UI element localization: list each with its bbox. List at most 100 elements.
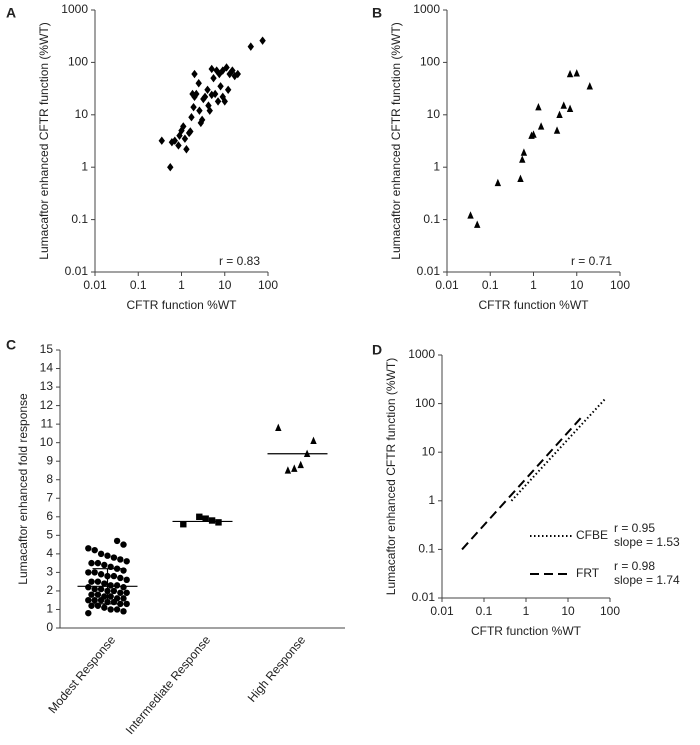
point <box>180 521 187 528</box>
x-tick-label: 10 <box>570 278 584 292</box>
point <box>259 36 266 45</box>
point <box>94 578 102 585</box>
y-tick-label: 13 <box>40 379 54 393</box>
point <box>158 136 165 145</box>
point <box>191 69 198 79</box>
point <box>85 584 92 591</box>
point <box>190 102 197 112</box>
point <box>467 211 474 219</box>
point <box>120 608 127 615</box>
point <box>214 97 222 106</box>
point <box>196 106 203 115</box>
point <box>217 82 224 91</box>
point <box>210 73 217 83</box>
y-tick-label: 100 <box>420 55 440 69</box>
legend-annotation: r = 0.98 <box>614 559 655 573</box>
point <box>201 92 209 102</box>
y-tick-label: 1000 <box>413 2 440 16</box>
y-tick-label: 2 <box>46 583 53 597</box>
point <box>310 436 317 445</box>
point <box>530 130 537 138</box>
y-tick-label: 5 <box>46 528 53 542</box>
point <box>537 122 545 130</box>
x-tick-label: 1 <box>523 604 530 618</box>
series-line <box>461 417 582 551</box>
point <box>85 569 92 576</box>
point <box>101 561 108 569</box>
point <box>113 595 121 602</box>
error-bar <box>92 568 123 605</box>
y-tick-label: 3 <box>46 565 53 579</box>
point <box>291 464 298 472</box>
panel-label: B <box>372 5 382 21</box>
y-tick-label: 10 <box>75 107 89 121</box>
x-tick-label: 10 <box>218 278 232 292</box>
point <box>117 556 124 563</box>
y-tick-label: 8 <box>46 472 53 486</box>
point <box>208 64 215 74</box>
point <box>91 597 98 604</box>
point <box>88 591 95 598</box>
y-tick-label: 12 <box>40 398 54 412</box>
point <box>120 595 127 602</box>
point <box>123 576 130 584</box>
point <box>178 126 185 135</box>
point <box>573 69 580 77</box>
point <box>120 584 127 591</box>
point <box>180 122 187 131</box>
point <box>205 101 212 110</box>
point <box>94 591 102 598</box>
y-tick-label: 0.01 <box>417 264 441 278</box>
y-tick-label: 0.1 <box>71 212 88 226</box>
annotation: r = 0.83 <box>219 254 260 268</box>
point <box>107 593 114 600</box>
y-tick-label: 7 <box>46 490 53 504</box>
point <box>474 220 481 228</box>
point <box>520 148 528 156</box>
point <box>494 178 502 187</box>
point <box>88 578 95 585</box>
legend-annotation: slope = 1.74 <box>614 573 680 587</box>
point <box>113 606 121 613</box>
point <box>91 569 98 576</box>
y-tick-label: 1 <box>81 159 88 173</box>
point <box>120 541 127 548</box>
y-tick-label: 10 <box>40 435 54 449</box>
point <box>123 600 130 608</box>
point <box>171 136 179 145</box>
point <box>221 97 228 106</box>
y-tick-label: 10 <box>427 107 441 121</box>
point <box>181 134 189 143</box>
y-tick-label: 15 <box>40 342 54 356</box>
x-tick-label: 1 <box>530 278 537 292</box>
point <box>247 42 254 51</box>
x-tick-label: High Response <box>245 633 309 705</box>
x-tick-label: Modest Response <box>45 633 118 716</box>
point <box>187 127 194 136</box>
point <box>91 546 98 554</box>
x-tick-label: 100 <box>258 278 278 292</box>
legend-annotation: slope = 1.53 <box>614 535 680 549</box>
x-tick-label: 0.1 <box>476 604 493 618</box>
y-tick-label: 1 <box>428 493 435 507</box>
point <box>556 110 563 118</box>
point <box>215 519 222 526</box>
point <box>113 537 121 545</box>
y-tick-label: 4 <box>46 546 53 560</box>
y-tick-label: 9 <box>46 453 53 467</box>
point <box>88 559 95 567</box>
legend-annotation: r = 0.95 <box>614 521 655 535</box>
annotation: r = 0.71 <box>571 254 612 268</box>
point <box>560 101 567 109</box>
y-tick-label: 0 <box>46 620 53 634</box>
point <box>117 574 124 582</box>
point <box>110 587 118 595</box>
point <box>94 559 102 567</box>
point <box>101 604 108 611</box>
point <box>566 69 574 78</box>
point <box>224 85 232 94</box>
point <box>223 63 230 72</box>
point <box>167 163 174 172</box>
point <box>85 597 92 604</box>
